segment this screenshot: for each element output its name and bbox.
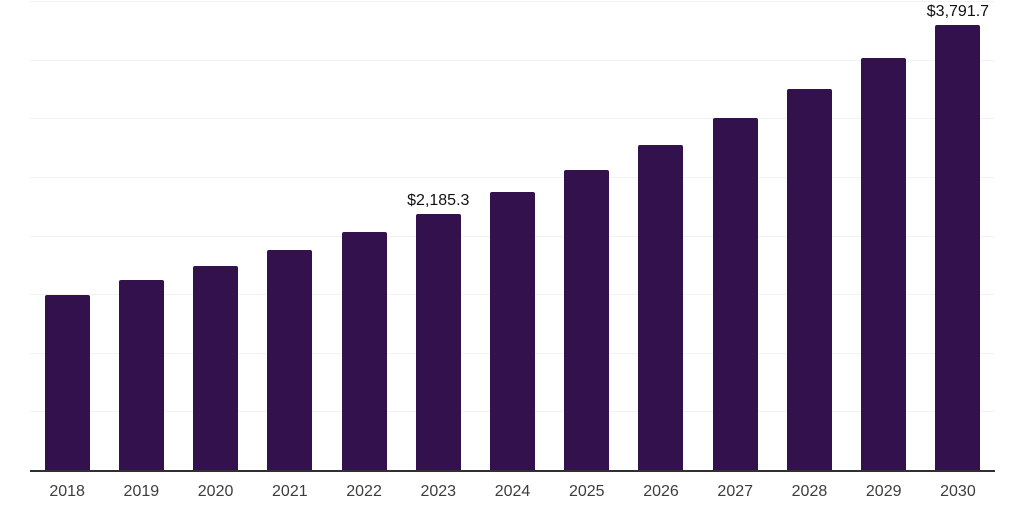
bar-slot-2030: $3,791.7 [921,0,995,470]
x-tick-2019: 2019 [123,483,160,500]
bar-2018 [44,295,90,470]
x-axis-tick-labels: 2018 2019 2020 2021 2022 2023 2024 2025 2026 2027… [30,483,995,501]
bar-2021 [267,249,313,470]
x-tick-2018: 2018 [49,483,85,500]
x-axis-line [30,470,995,472]
bar-slot-2023: $2,185.3 [401,0,475,470]
x-tick-2029: 2029 [865,483,902,500]
bar-2020 [193,266,239,470]
bar-2027 [712,118,758,470]
bar-2022 [341,231,387,470]
x-tick-2025: 2025 [568,483,605,500]
x-tick-2028: 2028 [791,483,828,500]
x-tick-2024: 2024 [494,483,531,500]
gridline-3500 [30,59,995,61]
bar-2026 [638,144,684,470]
bar-2029 [861,58,907,470]
gridline-2500 [30,176,995,178]
bar-slot-2024 [475,0,549,470]
bar-slot-2027 [698,0,772,470]
bar-2025 [564,170,610,470]
x-tick-2022: 2022 [346,483,382,500]
bar-slot-2026 [624,0,698,470]
data-label-2030: $3,791.7 [926,3,990,21]
bar-2024 [490,192,536,470]
bar-slot-2022 [327,0,401,470]
bar-2030 [935,25,981,470]
x-tick-2021: 2021 [272,483,308,500]
gridline-4000 [30,1,995,2]
plot-area: $2,185.3 $3,791.7 2018 2019 2020 2021 2022 202… [30,0,995,512]
bar-2028 [786,88,832,470]
data-label-2023: $2,185.3 [407,191,470,209]
x-tick-2030: 2030 [940,483,976,500]
x-tick-2026: 2026 [643,483,679,500]
bar-slot-2019 [104,0,178,470]
x-tick-2020: 2020 [197,483,234,500]
bar-slot-2020 [178,0,252,470]
x-tick-2027: 2027 [717,483,754,500]
bar-2023 [415,213,461,470]
gridline-3000 [30,118,995,120]
bar-slot-2018 [30,0,104,470]
bar-series: $2,185.3 $3,791.7 [30,0,995,470]
bar-slot-2025 [550,0,624,470]
bar-slot-2029 [847,0,921,470]
x-tick-2023: 2023 [420,483,457,500]
bar-slot-2028 [772,0,846,470]
bar-slot-2021 [253,0,327,470]
bar-2019 [118,280,164,470]
